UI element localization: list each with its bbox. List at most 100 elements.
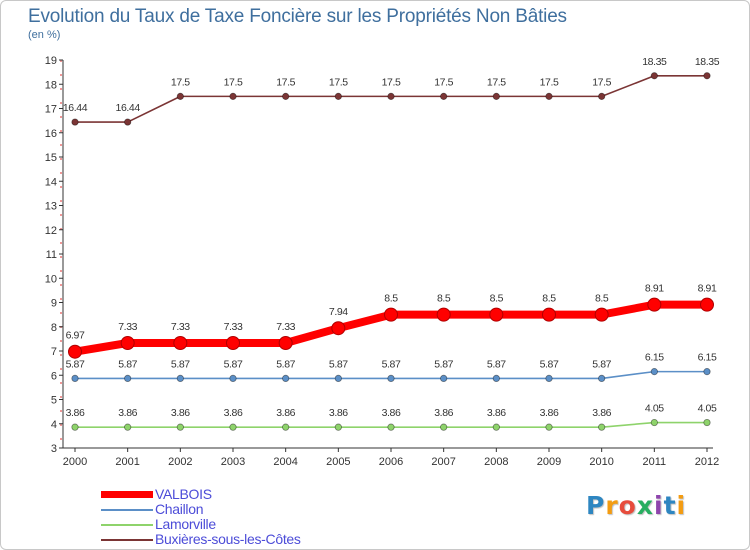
data-point (598, 92, 606, 100)
data-label: 17.5 (487, 76, 506, 88)
data-label: 7.33 (276, 321, 295, 333)
data-point (334, 423, 342, 431)
legend-label: Lamorville (155, 516, 216, 532)
legend-label: VALBOIS (155, 486, 212, 502)
data-point (71, 374, 79, 383)
data-label: 8.5 (384, 293, 398, 305)
data-point (282, 92, 290, 100)
data-point (124, 374, 132, 383)
x-tick-label: 2012 (695, 456, 719, 468)
data-label: 7.33 (224, 321, 243, 333)
x-tick-label: 2008 (484, 456, 508, 468)
x-tick-label: 2010 (589, 456, 613, 468)
data-point (331, 321, 346, 336)
legend-swatch (101, 491, 153, 498)
y-tick-label: 8 (51, 322, 57, 334)
data-label: 17.5 (276, 76, 295, 88)
x-tick-label: 2003 (221, 456, 245, 468)
data-label: 17.5 (434, 76, 453, 88)
y-tick-label: 6 (51, 370, 57, 382)
data-label: 3.86 (382, 407, 401, 419)
data-label: 3.86 (171, 407, 190, 419)
data-point (226, 335, 240, 350)
data-label: 3.86 (118, 407, 137, 419)
data-label: 3.86 (329, 407, 348, 419)
data-point (71, 423, 79, 431)
data-point (647, 297, 662, 312)
data-point (278, 335, 293, 350)
data-label: 7.94 (329, 306, 348, 318)
data-point (124, 423, 132, 431)
y-tick-label: 5 (51, 395, 57, 407)
data-point (440, 92, 448, 100)
y-tick-label: 17 (45, 104, 57, 116)
data-point (176, 92, 184, 100)
data-point (440, 374, 448, 383)
data-point (387, 374, 395, 383)
data-label: 5.87 (66, 358, 85, 370)
data-point (334, 92, 342, 100)
logo-letter: P (586, 491, 606, 520)
data-label: 3.86 (66, 407, 85, 419)
x-tick-label: 2000 (63, 456, 87, 468)
series-labels: 5.87 5.87 5.87 5.87 5.87 5.87 5.87 5.87 5.87 5.87… (63, 56, 720, 419)
data-point (598, 374, 606, 383)
data-point (545, 423, 553, 431)
data-point (68, 344, 82, 359)
data-label: 5.87 (592, 358, 611, 370)
data-label: 8.5 (437, 293, 451, 305)
data-label: 8.91 (698, 283, 717, 295)
data-point (176, 374, 184, 383)
data-point (700, 297, 714, 312)
logo-letter: i (654, 491, 664, 520)
proxiti-logo: Proxiti (586, 491, 686, 520)
y-tick-label: 9 (51, 298, 57, 310)
data-label: 7.33 (171, 321, 190, 333)
data-point (229, 374, 237, 383)
data-label: 5.87 (224, 358, 243, 370)
x-tick-label: 2004 (273, 456, 297, 468)
y-tick-label: 12 (45, 225, 57, 237)
data-point (71, 118, 79, 126)
data-label: 7.33 (118, 321, 137, 333)
data-label: 5.87 (171, 358, 190, 370)
data-point (492, 92, 500, 100)
y-tick-label: 3 (51, 443, 57, 455)
logo-letter: i (676, 491, 687, 520)
x-tick-label: 2006 (379, 456, 403, 468)
data-point (650, 418, 658, 427)
data-label: 5.87 (434, 358, 453, 370)
y-tick-label: 11 (46, 249, 57, 261)
data-point (229, 423, 237, 431)
data-point (650, 72, 658, 80)
data-label: 3.86 (276, 407, 295, 419)
data-label: 16.44 (63, 102, 88, 114)
data-point (387, 423, 395, 431)
logo-letter: r (605, 491, 619, 520)
y-tick-label: 10 (45, 273, 57, 285)
logo-letter: t (663, 491, 677, 520)
data-point (492, 423, 500, 431)
data-point (492, 374, 500, 383)
chart-title: Evolution du Taux de Taxe Foncière sur l… (28, 6, 567, 27)
data-point (703, 368, 711, 376)
data-label: 8.5 (490, 293, 504, 305)
data-point (545, 92, 553, 100)
data-label: 6.97 (66, 330, 85, 342)
data-point (489, 307, 504, 322)
data-label: 17.5 (329, 76, 348, 88)
data-point (384, 307, 398, 322)
data-label: 17.5 (224, 76, 243, 88)
x-tick-label: 2009 (537, 456, 561, 468)
y-tick-label: 18 (45, 79, 57, 91)
y-tick-label: 4 (51, 419, 57, 431)
data-point (703, 418, 711, 427)
legend-swatch (101, 539, 153, 541)
data-point (650, 368, 658, 376)
x-tick-label: 2001 (115, 456, 139, 468)
data-point (703, 72, 711, 80)
data-label: 3.86 (487, 407, 506, 419)
data-point (120, 335, 135, 350)
data-point (598, 423, 606, 431)
